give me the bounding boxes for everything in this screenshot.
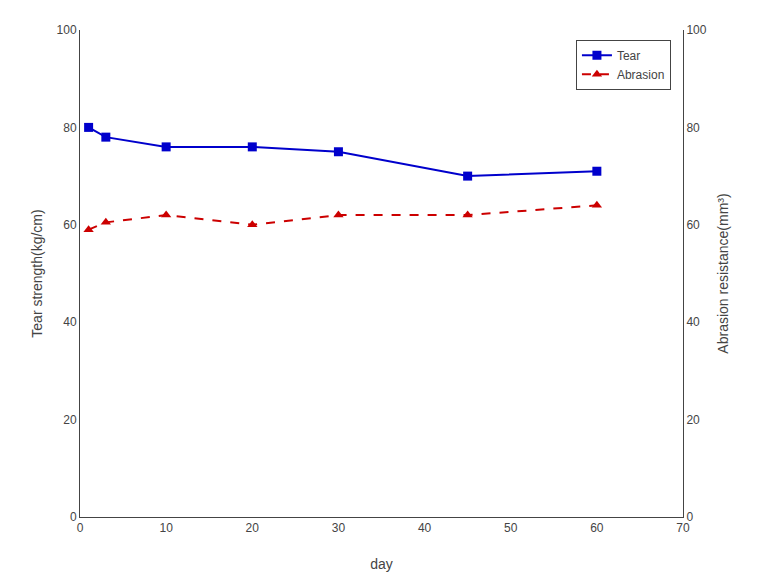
svg-text:0: 0 [70, 510, 77, 524]
svg-text:80: 80 [686, 121, 700, 135]
svg-text:40: 40 [63, 315, 77, 329]
svg-text:80: 80 [63, 121, 77, 135]
svg-text:0: 0 [686, 510, 693, 524]
svg-text:60: 60 [63, 218, 77, 232]
svg-text:0: 0 [77, 521, 84, 535]
svg-text:60: 60 [590, 521, 604, 535]
svg-text:70: 70 [676, 521, 690, 535]
svg-text:100: 100 [57, 23, 77, 37]
svg-text:60: 60 [686, 218, 700, 232]
svg-text:40: 40 [686, 315, 700, 329]
svg-text:Abrasion resistance(mm³): Abrasion resistance(mm³) [715, 193, 731, 353]
svg-text:Tear strength(kg/cm): Tear strength(kg/cm) [29, 209, 45, 337]
svg-text:10: 10 [159, 521, 173, 535]
svg-text:30: 30 [332, 521, 346, 535]
svg-text:Abrasion: Abrasion [617, 68, 664, 82]
svg-text:20: 20 [246, 521, 260, 535]
svg-text:40: 40 [418, 521, 432, 535]
svg-text:50: 50 [504, 521, 518, 535]
svg-text:20: 20 [63, 413, 77, 427]
svg-text:Tear: Tear [617, 49, 640, 63]
svg-text:20: 20 [686, 413, 700, 427]
svg-text:100: 100 [686, 23, 706, 37]
svg-text:day: day [370, 556, 393, 572]
